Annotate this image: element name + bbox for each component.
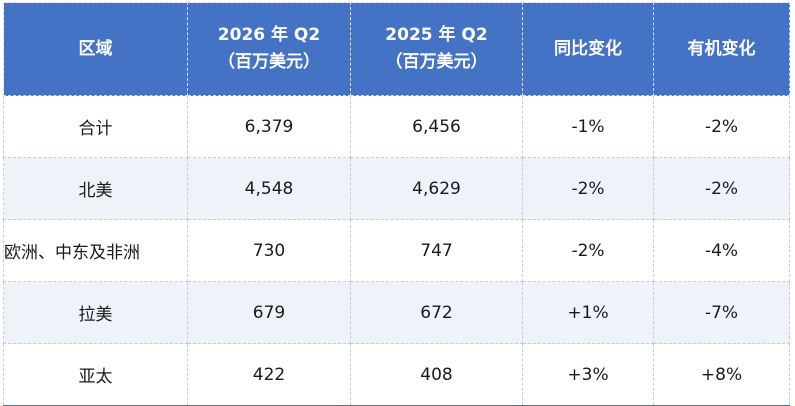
cell-region: 北美: [3, 157, 188, 220]
table-row: 北美 4,548 4,629 -2% -2%: [3, 157, 790, 220]
table-row: 亚太 422 408 +3% +8%: [3, 343, 790, 406]
table-body: 合计 6,379 6,456 -1% -2% 北美 4,548 4,629 -2…: [3, 95, 790, 406]
regional-revenue-table: 区域 2026 年 Q2 （百万美元） 2025 年 Q2 （百万美元） 同比变…: [3, 2, 790, 406]
header-q2-2025: 2025 年 Q2 （百万美元）: [350, 2, 523, 96]
cell-q2-2025: 408: [350, 343, 523, 406]
regional-revenue-table-container: 区域 2026 年 Q2 （百万美元） 2025 年 Q2 （百万美元） 同比变…: [3, 2, 790, 406]
table-row: 合计 6,379 6,456 -1% -2%: [3, 95, 790, 158]
header-q2-2026: 2026 年 Q2 （百万美元）: [187, 2, 351, 96]
cell-q2-2025: 6,456: [350, 95, 523, 158]
cell-q2-2026: 6,379: [187, 95, 351, 158]
table-row: 拉美 679 672 +1% -7%: [3, 281, 790, 344]
header-q2-2025-unit: （百万美元）: [385, 52, 488, 72]
cell-q2-2026: 679: [187, 281, 351, 344]
header-yoy-change-label: 同比变化: [554, 38, 622, 59]
header-yoy-change: 同比变化: [522, 2, 654, 96]
cell-yoy: +1%: [522, 281, 654, 344]
cell-yoy: +3%: [522, 343, 654, 406]
header-organic-change: 有机变化: [653, 2, 790, 96]
cell-organic: -2%: [653, 95, 790, 158]
cell-q2-2025: 4,629: [350, 157, 523, 220]
cell-q2-2026: 730: [187, 219, 351, 282]
cell-q2-2025: 747: [350, 219, 523, 282]
header-q2-2026-label: 2026 年 Q2: [217, 25, 321, 45]
header-region-label: 区域: [78, 38, 113, 59]
cell-region: 拉美: [3, 281, 188, 344]
header-row: 区域 2026 年 Q2 （百万美元） 2025 年 Q2 （百万美元） 同比变…: [3, 2, 790, 96]
table-row: 欧洲、中东及非洲 730 747 -2% -4%: [3, 219, 790, 282]
cell-region: 合计: [3, 95, 188, 158]
cell-region: 亚太: [3, 343, 188, 406]
cell-organic: -7%: [653, 281, 790, 344]
header-q2-2025-label: 2025 年 Q2: [385, 25, 488, 45]
cell-region: 欧洲、中东及非洲: [3, 219, 188, 282]
cell-yoy: -2%: [522, 157, 654, 220]
cell-organic: +8%: [653, 343, 790, 406]
header-region: 区域: [3, 2, 188, 96]
table-header: 区域 2026 年 Q2 （百万美元） 2025 年 Q2 （百万美元） 同比变…: [3, 2, 790, 96]
cell-organic: -2%: [653, 157, 790, 220]
cell-q2-2026: 422: [187, 343, 351, 406]
cell-yoy: -2%: [522, 219, 654, 282]
cell-organic: -4%: [653, 219, 790, 282]
header-organic-change-label: 有机变化: [687, 38, 756, 59]
header-q2-2026-unit: （百万美元）: [218, 52, 320, 72]
cell-yoy: -1%: [522, 95, 654, 158]
cell-q2-2026: 4,548: [187, 157, 351, 220]
cell-q2-2025: 672: [350, 281, 523, 344]
